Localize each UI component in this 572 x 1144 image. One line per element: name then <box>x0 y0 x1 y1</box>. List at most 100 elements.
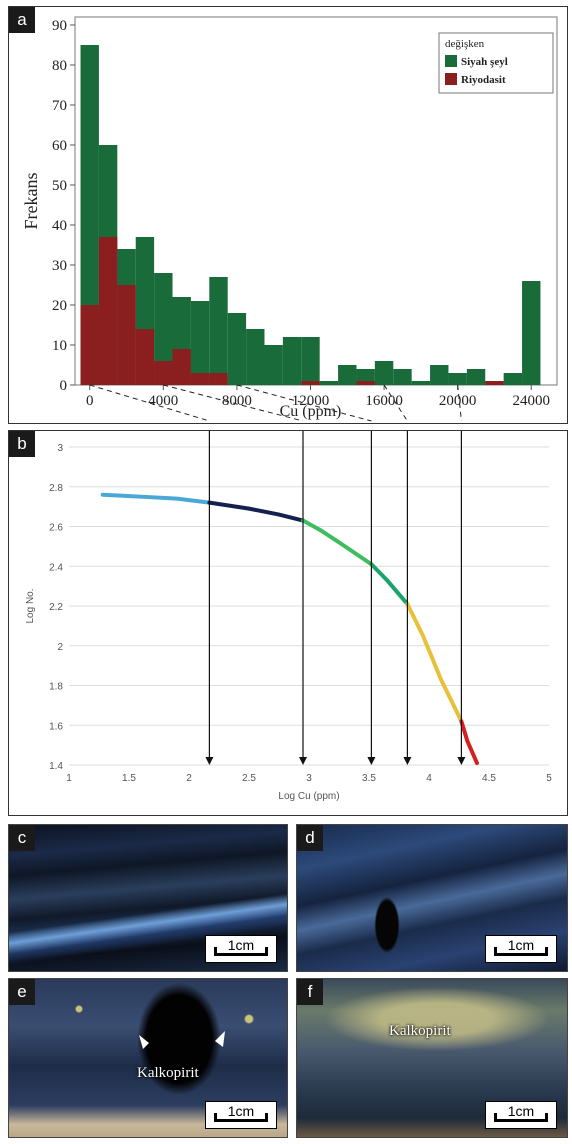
x-tick-label: 20000 <box>439 393 477 409</box>
x-tick-label: 0 <box>86 393 94 409</box>
legend-title: değişken <box>445 38 485 50</box>
panel-label-d: d <box>297 825 323 851</box>
photo-f: f Kalkopirit 1cm <box>296 978 568 1138</box>
x-tick-label: 2.5 <box>242 773 256 784</box>
panel-label-e: e <box>9 979 35 1005</box>
bar-siyah-seyl <box>430 365 449 385</box>
y-tick-label: 2.8 <box>49 483 63 494</box>
log-cu-chart: 1.4 1.6 1.8 2 2.2 2.4 2.6 2.8 3 1 1.5 2 2.5 3 3.5 4 4.5 5… <box>25 431 552 802</box>
panel-label-f: f <box>297 979 323 1005</box>
bar-siyah-seyl <box>209 277 228 385</box>
arrow-icons <box>139 1031 225 1049</box>
bar-riyodasit <box>356 381 375 385</box>
bar-siyah-seyl <box>80 45 99 385</box>
bar-riyodasit <box>117 285 136 385</box>
bar-siyah-seyl <box>411 381 431 385</box>
legend-entry: Siyah şeyl <box>461 56 508 68</box>
scale-bar-label-d: 1cm <box>507 937 535 953</box>
y-tick-label: 2.4 <box>49 562 63 573</box>
scale-bar-label-e: 1cm <box>227 1103 255 1119</box>
curve-segment <box>459 719 479 766</box>
photo-c: c 1cm <box>8 824 288 972</box>
y-tick-label: 80 <box>52 58 67 74</box>
x-tick-label: 16000 <box>365 393 403 409</box>
bar-siyah-seyl <box>503 373 523 385</box>
x-tick-label: 1.5 <box>122 773 136 784</box>
y-tick-label: 90 <box>52 18 67 34</box>
bar-siyah-seyl <box>190 301 210 385</box>
bar-riyodasit <box>209 373 228 385</box>
y-axis-label: Log No. <box>25 588 36 623</box>
x-axis-label: Cu (ppm) <box>280 403 342 420</box>
x-tick-label: 4000 <box>148 393 178 409</box>
x-tick-label: 8000 <box>222 393 252 409</box>
scale-bar-d: 1cm <box>485 935 557 963</box>
y-tick-label: 2.6 <box>49 523 63 534</box>
y-tick-label: 0 <box>60 378 68 394</box>
scale-bar-f: 1cm <box>485 1101 557 1129</box>
bar-siyah-seyl <box>301 337 320 385</box>
y-tick-label: 20 <box>52 298 67 314</box>
y-tick-label: 1.8 <box>49 682 63 693</box>
bar-siyah-seyl <box>246 329 265 385</box>
bar-siyah-seyl <box>338 365 357 385</box>
x-tick-label: 1 <box>66 773 72 784</box>
scale-bar-e: 1cm <box>205 1101 277 1129</box>
y-tick-label: 1.4 <box>49 761 63 772</box>
bar-siyah-seyl <box>374 361 394 385</box>
bar-riyodasit <box>190 373 210 385</box>
panel-a: a 0 10 20 30 40 50 60 70 80 90 0 4000 8000 12000 16000… <box>8 6 568 424</box>
y-tick-label: 3 <box>57 443 63 454</box>
x-tick-label: 3.5 <box>362 773 376 784</box>
curve-segment <box>100 492 212 505</box>
photo-e: e Kalkopirit 1cm <box>8 978 288 1138</box>
y-axis-label: Frekans <box>21 173 41 230</box>
curve-segment <box>301 518 374 567</box>
bar-siyah-seyl <box>154 273 173 385</box>
arrowhead-icon <box>205 757 214 765</box>
bar-siyah-seyl <box>227 313 247 385</box>
y-tick-label: 30 <box>52 258 67 274</box>
bar-siyah-seyl <box>319 381 339 385</box>
y-tick-label: 70 <box>52 98 67 114</box>
scale-bar-label-c: 1cm <box>227 937 255 953</box>
y-tick-label: 2.2 <box>49 602 63 613</box>
y-tick-label: 1.6 <box>49 721 63 732</box>
y-tick-label: 40 <box>52 218 67 234</box>
bar-riyodasit <box>80 305 99 385</box>
curve-segment <box>369 562 410 607</box>
panel-label-a: a <box>9 7 35 33</box>
panel-label-b: b <box>9 431 35 457</box>
bar-siyah-seyl <box>522 281 541 385</box>
panel-b: b 1.4 1.6 1.8 2 2.2 2.4 2.6 2.8 3 1 1.5 2 2.5 3 3.5 4 4.… <box>8 430 568 816</box>
y-tick-label: 50 <box>52 178 67 194</box>
arrow-left-icon <box>139 1035 149 1049</box>
x-tick-label: 3 <box>306 773 312 784</box>
bar-siyah-seyl <box>264 345 283 385</box>
bar-riyodasit <box>485 381 504 385</box>
bar-riyodasit <box>301 381 320 385</box>
curve-segment <box>207 500 305 523</box>
mineral-label-e: Kalkopirit <box>137 1065 199 1081</box>
legend-swatch <box>445 73 457 85</box>
scale-bar-c: 1cm <box>205 935 277 963</box>
curve-segment <box>405 602 464 724</box>
bar-siyah-seyl <box>393 369 412 385</box>
y-tick-label: 10 <box>52 338 67 354</box>
arrowhead-icon <box>457 757 466 765</box>
legend-swatch <box>445 55 457 67</box>
x-tick-label: 5 <box>546 773 552 784</box>
mineral-label-f: Kalkopirit <box>389 1023 451 1039</box>
arrowhead-icon <box>403 757 412 765</box>
bar-riyodasit <box>154 361 173 385</box>
x-tick-label: 4 <box>426 773 432 784</box>
bar-siyah-seyl <box>282 337 302 385</box>
arrowhead-icon <box>367 757 376 765</box>
y-tick-label: 2 <box>57 642 63 653</box>
x-tick-label: 24000 <box>512 393 550 409</box>
photo-d: d 1cm <box>296 824 568 972</box>
legend-box <box>438 32 554 94</box>
bar-riyodasit <box>135 329 155 385</box>
bar-riyodasit <box>172 349 191 385</box>
